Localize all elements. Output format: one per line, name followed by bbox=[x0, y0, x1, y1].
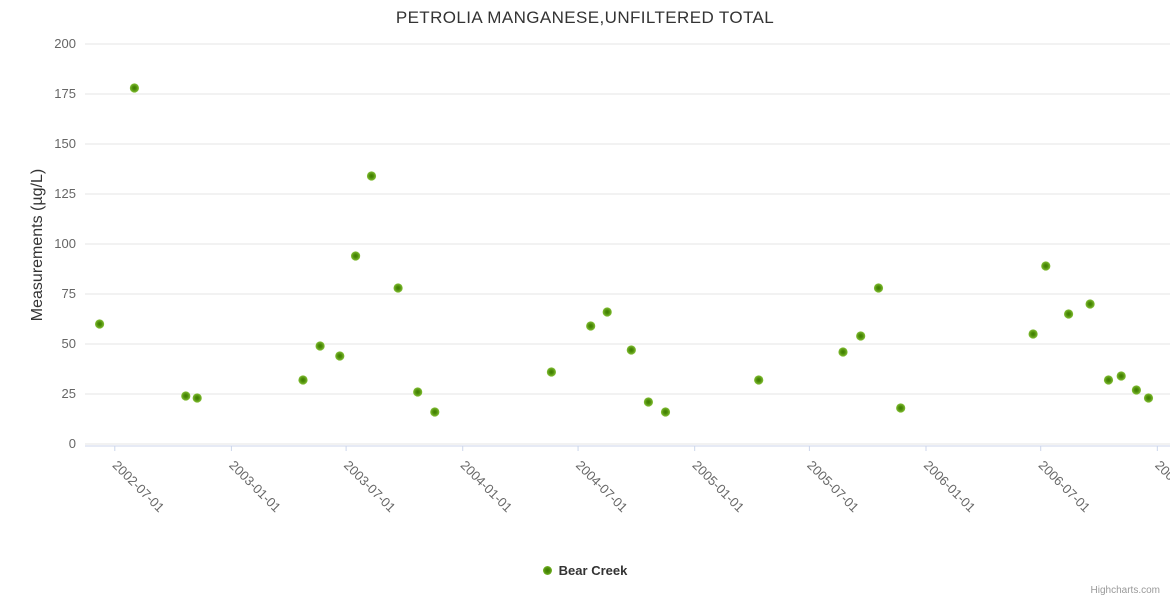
y-tick-label: 25 bbox=[62, 386, 76, 401]
data-point[interactable] bbox=[1041, 261, 1051, 271]
data-point[interactable] bbox=[129, 83, 139, 93]
x-tick-label: 2005-07-01 bbox=[804, 458, 862, 516]
data-point[interactable] bbox=[181, 391, 191, 401]
data-point[interactable] bbox=[95, 319, 105, 329]
y-tick-label: 150 bbox=[54, 136, 76, 151]
data-point[interactable] bbox=[413, 387, 423, 397]
y-tick-label: 0 bbox=[69, 436, 76, 451]
y-tick-label: 75 bbox=[62, 286, 76, 301]
x-tick-label: 2003-01-01 bbox=[226, 458, 284, 516]
y-tick-label: 50 bbox=[62, 336, 76, 351]
y-tick-label: 100 bbox=[54, 236, 76, 251]
x-tick-label: 2005-01-01 bbox=[690, 458, 748, 516]
data-point[interactable] bbox=[315, 341, 325, 351]
data-point[interactable] bbox=[430, 407, 440, 417]
data-point[interactable] bbox=[1143, 393, 1154, 403]
data-point[interactable] bbox=[366, 171, 377, 181]
data-point[interactable] bbox=[1085, 299, 1095, 309]
y-tick-label: 125 bbox=[54, 186, 76, 201]
x-tick-label: 2006-07-01 bbox=[1036, 458, 1094, 516]
data-point[interactable] bbox=[643, 397, 654, 407]
data-point[interactable] bbox=[626, 345, 636, 355]
x-tick-label: 2006-01-01 bbox=[921, 458, 979, 516]
data-point[interactable] bbox=[754, 375, 764, 385]
legend-label: Bear Creek bbox=[558, 563, 628, 578]
data-point[interactable] bbox=[192, 393, 202, 403]
data-point[interactable] bbox=[335, 351, 345, 361]
chart-title: PETROLIA MANGANESE,UNFILTERED TOTAL bbox=[395, 8, 775, 27]
data-point[interactable] bbox=[1131, 385, 1141, 395]
data-point[interactable] bbox=[298, 375, 308, 385]
data-point[interactable] bbox=[1103, 375, 1114, 385]
data-point[interactable] bbox=[1064, 309, 1074, 319]
x-tick-label: 2004-07-01 bbox=[573, 458, 631, 516]
data-point[interactable] bbox=[586, 321, 596, 331]
data-point[interactable] bbox=[1116, 371, 1126, 381]
data-point[interactable] bbox=[602, 307, 612, 317]
y-tick-label: 200 bbox=[54, 36, 76, 51]
data-point[interactable] bbox=[660, 407, 671, 417]
data-point[interactable] bbox=[546, 367, 557, 377]
x-tick-label: 2003-07-01 bbox=[341, 458, 399, 516]
data-point[interactable] bbox=[838, 347, 848, 357]
x-tick-label: 2004-01-01 bbox=[458, 458, 516, 516]
data-point[interactable] bbox=[873, 283, 884, 293]
data-point[interactable] bbox=[393, 283, 403, 293]
data-point[interactable] bbox=[351, 251, 361, 261]
x-tick-label: 2007-01-01 bbox=[1152, 458, 1170, 516]
highcharts-credit-link[interactable]: Highcharts.com bbox=[1090, 585, 1160, 596]
legend-marker-icon bbox=[542, 566, 552, 575]
data-point[interactable] bbox=[856, 331, 866, 341]
y-tick-label: 175 bbox=[54, 86, 76, 101]
data-point[interactable] bbox=[1028, 329, 1038, 339]
data-point[interactable] bbox=[896, 403, 906, 413]
x-tick-label: 2002-07-01 bbox=[110, 458, 168, 516]
legend-item-bear-creek[interactable]: Bear Creek bbox=[0, 563, 1170, 578]
